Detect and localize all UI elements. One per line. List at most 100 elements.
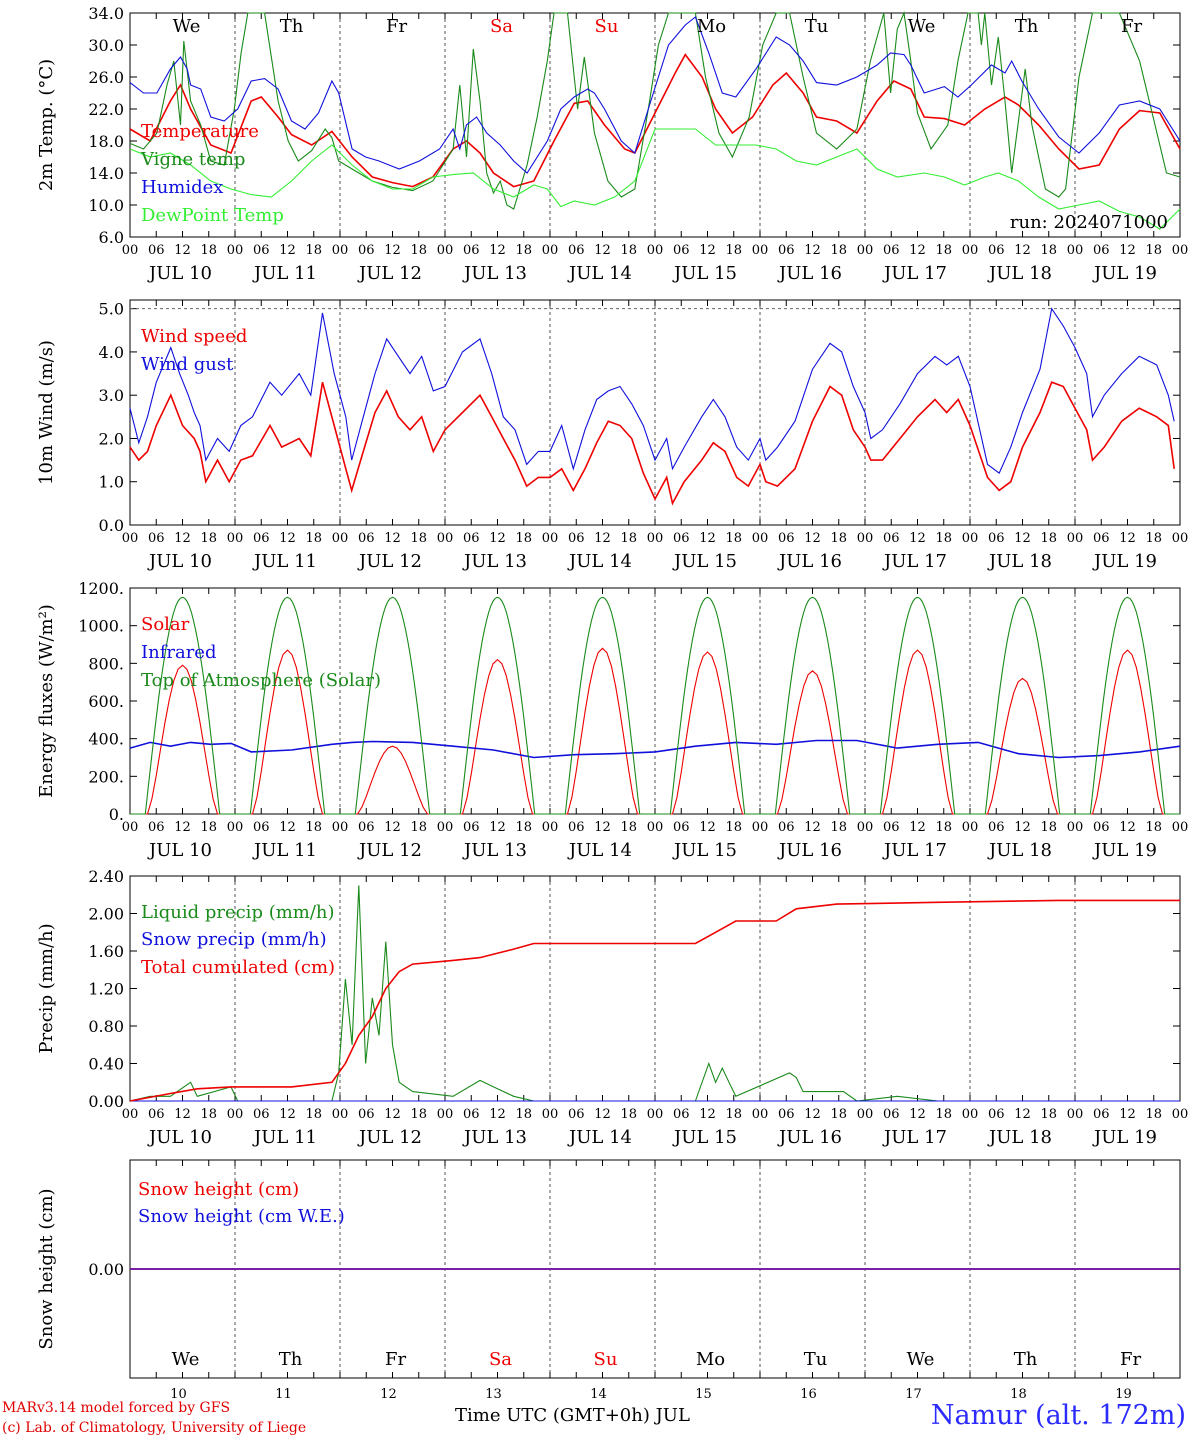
weekday-label-bottom: Su: [594, 1349, 618, 1370]
y-tick-label: 0.0: [99, 516, 124, 535]
hour-tick-label: 00: [227, 243, 244, 258]
hour-tick-label: 18: [830, 1107, 847, 1122]
hour-tick-label: 12: [1119, 820, 1136, 835]
hour-tick-label: 00: [437, 243, 454, 258]
hour-tick-label: 06: [148, 531, 165, 546]
hour-tick-label: 12: [174, 1107, 191, 1122]
date-label: JUL 17: [882, 840, 947, 861]
date-label: JUL 17: [882, 263, 947, 284]
hour-tick-label: 18: [620, 531, 637, 546]
date-label: JUL 11: [252, 840, 317, 861]
hour-tick-label: 06: [673, 243, 690, 258]
hour-tick-label: 00: [857, 1107, 874, 1122]
hour-tick-label: 12: [699, 820, 716, 835]
legend-entry: Top of Atmosphere (Solar): [141, 670, 381, 691]
hour-tick-label: 00: [227, 531, 244, 546]
hour-tick-label: 18: [725, 531, 742, 546]
hour-tick-label: 00: [1067, 1107, 1084, 1122]
hour-tick-label: 18: [830, 243, 847, 258]
hour-tick-label: 06: [463, 1107, 480, 1122]
date-label: JUL 14: [567, 263, 632, 284]
hour-tick-label: 00: [542, 1107, 559, 1122]
date-label: JUL 12: [357, 263, 422, 284]
hour-tick-label: 06: [253, 243, 270, 258]
hour-tick-label: 12: [489, 243, 506, 258]
date-label: JUL 13: [462, 1127, 527, 1148]
hour-tick-label: 00: [647, 1107, 664, 1122]
hour-tick-label: 12: [279, 820, 296, 835]
series-line-wind-gust: [129, 307, 1175, 474]
hour-tick-label: 00: [122, 243, 139, 258]
hour-tick-label: 18: [200, 531, 217, 546]
day-number-label: 16: [800, 1387, 817, 1402]
hour-tick-label: 00: [962, 243, 979, 258]
hour-tick-label: 06: [883, 531, 900, 546]
weekday-label-bottom: Th: [279, 1349, 303, 1370]
weekday-label-top: Tu: [805, 16, 829, 37]
hour-tick-label: 00: [1067, 243, 1084, 258]
hour-tick-label: 06: [253, 820, 270, 835]
hour-tick-label: 18: [200, 1107, 217, 1122]
hour-tick-label: 18: [725, 1107, 742, 1122]
legend-entry: Infrared: [141, 642, 216, 663]
y-tick-label: 400.: [88, 730, 124, 749]
hour-tick-label: 00: [437, 820, 454, 835]
y-axis-label: 2m Temp. (°C): [36, 59, 57, 191]
hour-tick-label: 18: [515, 243, 532, 258]
model-credit: MARv3.14 model forced by GFS: [2, 1400, 231, 1416]
weekday-label-bottom: Th: [1014, 1349, 1038, 1370]
hour-tick-label: 06: [1093, 531, 1110, 546]
hour-tick-label: 00: [647, 531, 664, 546]
hour-tick-label: 12: [279, 1107, 296, 1122]
hour-tick-label: 12: [1014, 1107, 1031, 1122]
hour-tick-label: 12: [909, 1107, 926, 1122]
date-label: JUL 16: [777, 1127, 842, 1148]
series-line-temperature: [129, 53, 1181, 188]
hour-tick-label: 12: [384, 243, 401, 258]
hour-tick-label: 00: [542, 820, 559, 835]
hour-tick-label: 12: [384, 820, 401, 835]
hour-tick-label: 06: [673, 820, 690, 835]
hour-tick-label: 06: [988, 531, 1005, 546]
hour-tick-label: 06: [568, 1107, 585, 1122]
hour-tick-label: 12: [1119, 531, 1136, 546]
weekday-label-bottom: Tu: [804, 1349, 828, 1370]
hour-tick-label: 00: [332, 820, 349, 835]
hour-tick-label: 06: [778, 820, 795, 835]
hour-tick-label: 00: [332, 243, 349, 258]
hour-tick-label: 12: [594, 820, 611, 835]
date-label: JUL 17: [882, 551, 947, 572]
hour-tick-label: 18: [200, 820, 217, 835]
date-label: JUL 15: [672, 263, 737, 284]
hour-tick-label: 06: [358, 531, 375, 546]
date-label: JUL 19: [1092, 551, 1157, 572]
date-label: JUL 19: [1092, 840, 1157, 861]
weekday-label-top: Fr: [1121, 16, 1142, 37]
hour-tick-label: 18: [515, 1107, 532, 1122]
hour-tick-label: 06: [463, 820, 480, 835]
hour-tick-label: 00: [1172, 820, 1189, 835]
hour-tick-label: 18: [305, 820, 322, 835]
weekday-label-bottom: Fr: [1120, 1349, 1141, 1370]
series-line-top-of-atmosphere-solar-: [130, 596, 1180, 815]
y-axis-label: Precip (mm/h): [36, 923, 57, 1053]
y-tick-label: 30.0: [88, 36, 124, 55]
hour-tick-label: 12: [804, 820, 821, 835]
hour-tick-label: 18: [410, 820, 427, 835]
y-tick-label: 1.60: [88, 942, 124, 961]
hour-tick-label: 12: [489, 531, 506, 546]
hour-tick-label: 06: [673, 531, 690, 546]
hour-tick-label: 06: [778, 1107, 795, 1122]
date-label: JUL 16: [777, 840, 842, 861]
hour-tick-label: 06: [1093, 243, 1110, 258]
y-tick-label: 0.: [109, 805, 124, 824]
hour-tick-label: 18: [305, 243, 322, 258]
hour-tick-label: 06: [148, 1107, 165, 1122]
hour-tick-label: 12: [909, 243, 926, 258]
y-tick-label: 0.40: [88, 1055, 124, 1074]
hour-tick-label: 12: [804, 531, 821, 546]
weekday-label-top: We: [908, 16, 936, 37]
date-label: JUL 13: [462, 263, 527, 284]
hour-tick-label: 00: [752, 531, 769, 546]
day-number-label: 15: [695, 1387, 712, 1402]
